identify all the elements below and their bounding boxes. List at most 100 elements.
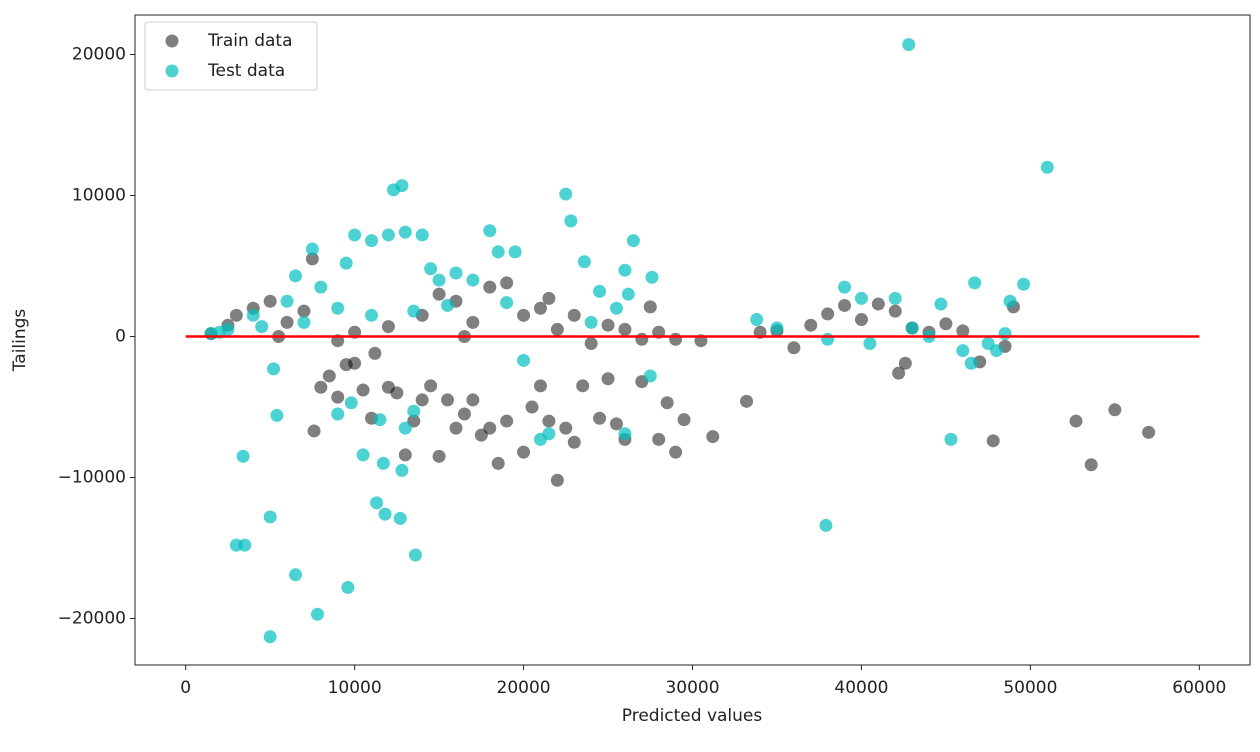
point: [341, 580, 355, 594]
point: [344, 396, 358, 410]
point: [1069, 414, 1083, 428]
x-tick-label: 30000: [665, 678, 719, 698]
point: [669, 445, 683, 459]
point: [339, 256, 353, 270]
point: [449, 266, 463, 280]
point: [621, 287, 635, 301]
point: [939, 317, 953, 331]
point: [609, 301, 623, 315]
point: [626, 234, 640, 248]
point: [314, 280, 328, 294]
point: [381, 320, 395, 334]
point: [677, 413, 691, 427]
point: [263, 510, 277, 524]
point: [483, 224, 497, 238]
point: [576, 379, 590, 393]
point: [888, 304, 902, 318]
point: [804, 318, 818, 332]
point: [517, 308, 531, 322]
point: [457, 407, 471, 421]
point: [424, 262, 438, 276]
point: [393, 511, 407, 525]
point: [892, 366, 906, 380]
point: [331, 301, 345, 315]
x-tick-label: 20000: [497, 678, 551, 698]
point: [491, 456, 505, 470]
legend-label: Test data: [207, 61, 285, 81]
point: [376, 456, 390, 470]
point: [378, 507, 392, 521]
point: [398, 448, 412, 462]
point: [407, 404, 421, 418]
point: [559, 187, 573, 201]
point: [559, 421, 573, 435]
point: [601, 372, 615, 386]
point: [408, 548, 422, 562]
point: [964, 356, 978, 370]
point: [871, 297, 885, 311]
point: [643, 369, 657, 383]
point: [533, 379, 547, 393]
point: [432, 273, 446, 287]
legend-marker: [165, 34, 179, 48]
point: [288, 568, 302, 582]
point: [238, 538, 252, 552]
point: [669, 332, 683, 346]
point: [525, 400, 539, 414]
point: [905, 321, 919, 335]
point: [466, 393, 480, 407]
x-tick-label: 60000: [1172, 678, 1226, 698]
point: [432, 449, 446, 463]
point: [956, 324, 970, 338]
point: [1142, 425, 1156, 439]
point: [424, 379, 438, 393]
point: [564, 214, 578, 228]
point: [390, 386, 404, 400]
point: [956, 344, 970, 358]
point: [550, 473, 564, 487]
point: [618, 427, 632, 441]
point: [255, 320, 269, 334]
point: [902, 38, 916, 52]
point: [819, 518, 833, 532]
point: [305, 242, 319, 256]
point: [395, 179, 409, 193]
point: [263, 630, 277, 644]
point: [466, 315, 480, 329]
point: [365, 234, 379, 248]
point: [449, 421, 463, 435]
point: [395, 463, 409, 477]
legend-marker: [165, 64, 179, 78]
point: [660, 396, 674, 410]
point: [365, 308, 379, 322]
point: [398, 225, 412, 239]
point: [415, 228, 429, 242]
point: [288, 269, 302, 283]
point: [601, 318, 615, 332]
point: [280, 315, 294, 329]
legend-label: Train data: [207, 31, 293, 51]
point: [750, 313, 764, 327]
point: [645, 270, 659, 284]
point: [609, 417, 623, 431]
point: [307, 424, 321, 438]
point: [998, 327, 1012, 341]
point: [466, 273, 480, 287]
point: [888, 291, 902, 305]
point: [593, 411, 607, 425]
point: [593, 284, 607, 298]
point: [1040, 160, 1054, 174]
point: [398, 421, 412, 435]
point: [246, 308, 260, 322]
point: [770, 321, 784, 335]
x-tick-label: 10000: [328, 678, 382, 698]
point: [236, 449, 250, 463]
point: [584, 315, 598, 329]
point: [229, 308, 243, 322]
point: [584, 337, 598, 351]
point: [297, 304, 311, 318]
point: [618, 322, 632, 336]
point: [441, 298, 455, 312]
point: [483, 421, 497, 435]
